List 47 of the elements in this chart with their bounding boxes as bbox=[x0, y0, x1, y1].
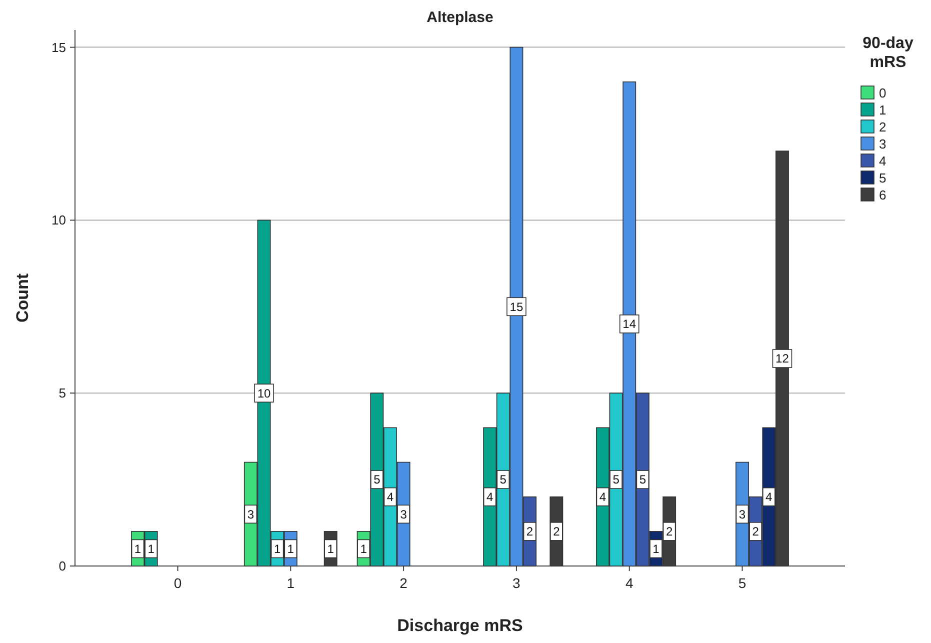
data-label: 5 bbox=[612, 472, 620, 487]
y-tick-label: 10 bbox=[52, 212, 66, 228]
x-tick-label: 1 bbox=[286, 575, 295, 591]
chart-title: Alteplase bbox=[426, 9, 494, 26]
legend-label: 4 bbox=[879, 154, 886, 169]
data-label: 4 bbox=[766, 490, 773, 504]
legend-title: 90-day mRS bbox=[862, 35, 914, 71]
legend-label: 3 bbox=[879, 136, 886, 152]
legend-label: 6 bbox=[879, 188, 886, 203]
legend-label: 5 bbox=[879, 170, 886, 186]
data-label: 4 bbox=[486, 490, 494, 504]
y-tick-label: 0 bbox=[58, 558, 66, 574]
data-label: 5 bbox=[639, 472, 646, 487]
data-label: 1 bbox=[134, 542, 142, 556]
data-label: 1 bbox=[360, 542, 368, 556]
legend-label: 1 bbox=[879, 102, 886, 118]
legend-label: 2 bbox=[879, 120, 886, 135]
data-label: 2 bbox=[752, 524, 760, 539]
data-label: 4 bbox=[599, 490, 606, 504]
data-label: 3 bbox=[400, 507, 408, 522]
data-label: 5 bbox=[374, 472, 381, 487]
data-label: 2 bbox=[666, 524, 673, 539]
y-tick-label: 5 bbox=[58, 386, 66, 401]
data-label: 1 bbox=[148, 542, 155, 556]
x-tick-label: 2 bbox=[400, 575, 408, 591]
data-label: 15 bbox=[510, 300, 524, 314]
data-label: 2 bbox=[553, 524, 560, 539]
x-axis-title: Discharge mRS bbox=[397, 616, 523, 635]
x-tick-label: 5 bbox=[738, 575, 746, 591]
y-tick-label: 15 bbox=[52, 40, 66, 55]
data-label: 3 bbox=[247, 507, 254, 522]
data-label: 12 bbox=[776, 352, 790, 366]
data-label: 1 bbox=[652, 542, 660, 556]
data-label: 4 bbox=[386, 490, 394, 504]
x-tick-label: 3 bbox=[512, 575, 521, 591]
data-label: 1 bbox=[287, 542, 294, 556]
data-label: 10 bbox=[257, 386, 271, 400]
data-label: 14 bbox=[622, 317, 636, 332]
x-tick-label: 0 bbox=[174, 575, 182, 591]
legend-label: 0 bbox=[879, 86, 886, 101]
data-label: 1 bbox=[327, 542, 334, 556]
y-axis-title: Count bbox=[13, 273, 32, 323]
data-label: 1 bbox=[274, 542, 281, 556]
data-label: 3 bbox=[738, 507, 746, 522]
data-label: 2 bbox=[526, 524, 534, 539]
x-tick-label: 4 bbox=[625, 575, 634, 591]
data-label: 5 bbox=[500, 472, 507, 487]
